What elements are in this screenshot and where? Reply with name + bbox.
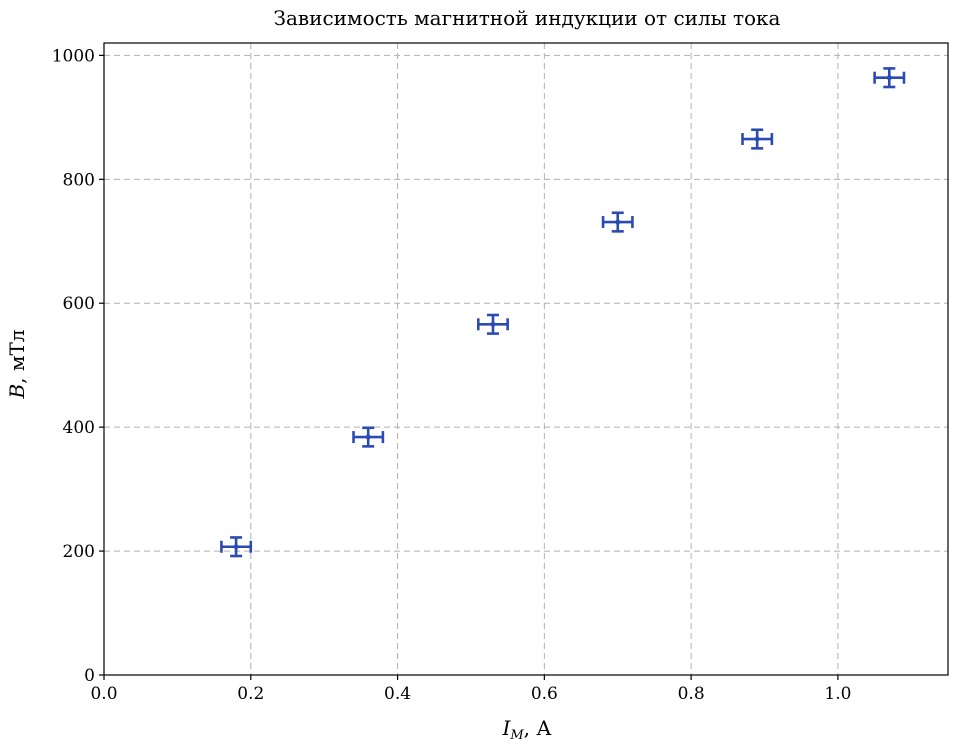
x-tick-label: 0.4	[384, 684, 411, 704]
y-axis-label-unit: , мТл	[5, 329, 29, 383]
y-tick-label: 0	[84, 666, 95, 686]
x-tick-label: 1.0	[824, 684, 851, 704]
data-point	[741, 128, 774, 150]
x-tick-label: 0.2	[237, 684, 264, 704]
x-axis-label: IM, А	[501, 716, 551, 743]
point-marker	[754, 136, 760, 142]
y-tick-label: 600	[63, 294, 95, 314]
point-marker	[365, 434, 371, 440]
point-marker	[490, 321, 496, 327]
y-tick-label: 200	[63, 542, 95, 562]
x-axis-label-subscript: M	[509, 728, 524, 743]
y-tick-label: 800	[63, 170, 95, 190]
data-point	[476, 313, 509, 335]
x-tick-label: 0.6	[531, 684, 558, 704]
grid-lines	[103, 43, 948, 676]
data-points	[220, 67, 906, 558]
plot-frame	[103, 42, 949, 676]
axis-ticks: 0.0 0.2 0.4 0.6 0.8 1.0 0 200 400 600 800 1000	[52, 46, 852, 704]
point-marker	[886, 75, 892, 81]
data-point	[352, 426, 385, 448]
y-axis-label: B, мТл	[5, 329, 29, 399]
data-point	[220, 536, 253, 558]
point-marker	[233, 544, 239, 550]
x-tick-label: 0.0	[90, 684, 117, 704]
x-tick-label: 0.8	[678, 684, 705, 704]
chart-title: Зависимость магнитной индукции от силы т…	[274, 6, 781, 30]
point-marker	[615, 219, 621, 225]
x-axis-label-unit: , А	[524, 716, 552, 740]
y-axis-label-symbol: B	[5, 384, 29, 400]
x-axis-label-symbol: I	[501, 716, 511, 740]
data-point	[601, 211, 634, 233]
y-tick-label: 1000	[52, 46, 95, 66]
data-point	[873, 67, 906, 89]
y-tick-label: 400	[63, 418, 95, 438]
